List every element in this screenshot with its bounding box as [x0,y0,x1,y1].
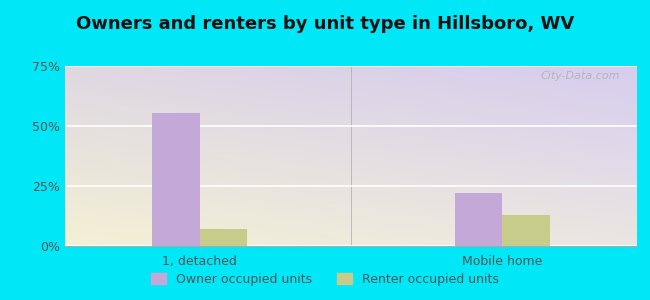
Bar [502,215,549,246]
Text: City-Data.com: City-Data.com [540,71,620,81]
Bar [153,112,200,246]
Bar [455,193,502,246]
Text: Owners and renters by unit type in Hillsboro, WV: Owners and renters by unit type in Hills… [76,15,574,33]
Bar [200,229,247,246]
Legend: Owner occupied units, Renter occupied units: Owner occupied units, Renter occupied un… [146,268,504,291]
